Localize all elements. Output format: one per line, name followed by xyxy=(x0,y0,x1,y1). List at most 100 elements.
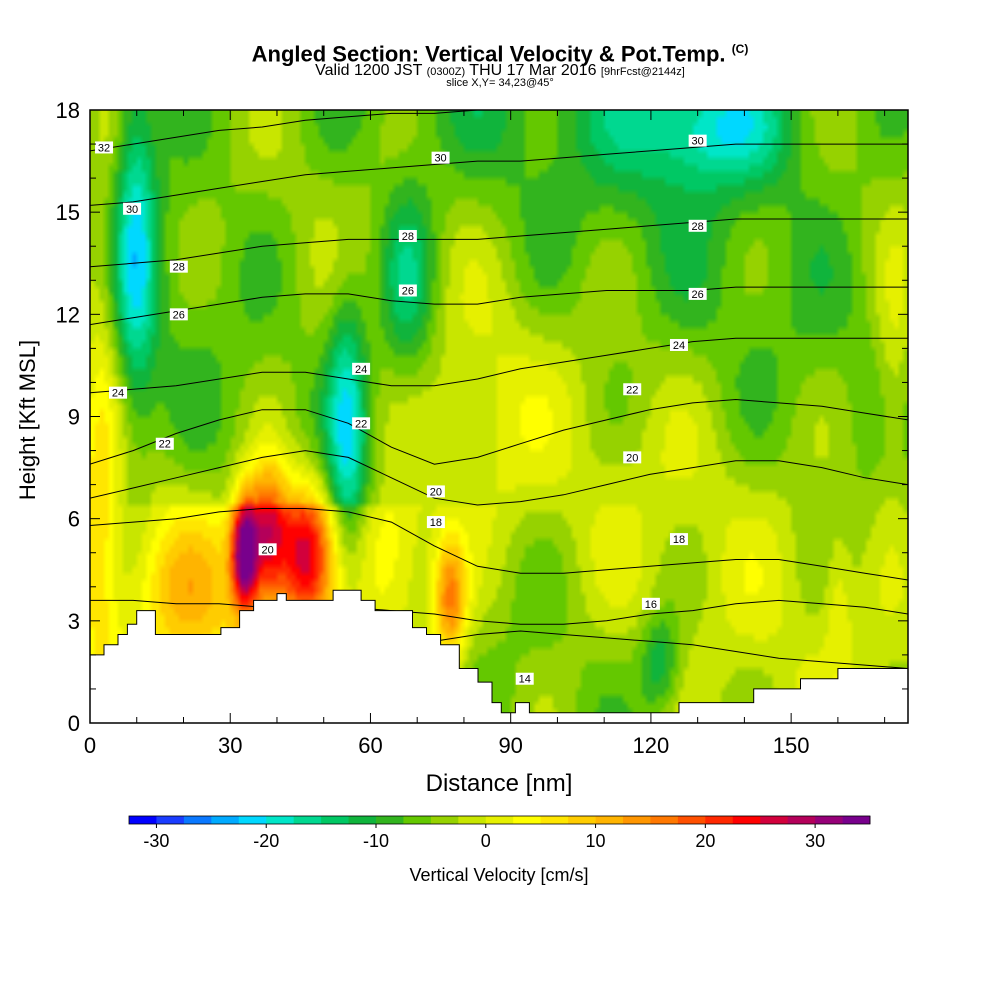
x-tick-label: 0 xyxy=(84,733,96,758)
contour-label-bg xyxy=(426,516,445,529)
colorbar-swatch xyxy=(513,816,542,824)
colorbar-swatch xyxy=(293,816,322,824)
colorbar-swatch xyxy=(348,816,377,824)
chart-subtitle: Valid 1200 JST (0300Z) THU 17 Mar 2016 [… xyxy=(315,62,685,79)
x-tick-label: 60 xyxy=(358,733,382,758)
contour-label-bg xyxy=(515,672,534,685)
colorbar-swatch xyxy=(403,816,432,824)
contour-label: 30 xyxy=(434,153,446,165)
isentrope-28 xyxy=(90,218,908,268)
y-tick-label: 15 xyxy=(56,200,80,225)
contour-label-bg xyxy=(688,287,707,300)
isentrope-22 xyxy=(90,398,908,465)
contour-label: 18 xyxy=(430,517,442,529)
utc-time: (0300Z) xyxy=(426,66,466,78)
contour-label-bg xyxy=(426,485,445,498)
colorbar-swatch xyxy=(156,816,185,824)
contour-label-bg xyxy=(669,338,688,351)
isentrope-26 xyxy=(90,286,908,326)
colorbar-swatch xyxy=(760,816,789,824)
contour-label: 22 xyxy=(626,384,638,396)
y-axis-label: Height [Kft MSL] xyxy=(15,340,40,500)
colorbar-swatch xyxy=(430,816,459,824)
contour-label-bg xyxy=(688,219,707,232)
colorbar-swatch xyxy=(732,816,761,824)
isentrope-24 xyxy=(90,337,908,394)
x-tick-label: 90 xyxy=(498,733,522,758)
vertical-velocity-field xyxy=(90,110,908,723)
colorbar-tick-label: 30 xyxy=(805,831,825,851)
title-unit: (C) xyxy=(731,42,749,56)
contour-label: 26 xyxy=(692,289,704,301)
colorbar-swatch xyxy=(129,816,157,824)
contour-label-bg xyxy=(155,437,174,450)
forecast-info: [9hrFcst@2144z] xyxy=(600,66,685,78)
colorbar-swatch xyxy=(238,816,267,824)
y-tick-label: 18 xyxy=(56,98,80,123)
colorbar-tick-label: -30 xyxy=(143,831,169,851)
contour-label: 30 xyxy=(692,136,704,148)
colorbar-tick-label: -20 xyxy=(253,831,279,851)
contour-label: 30 xyxy=(126,204,138,216)
terrain-mask xyxy=(89,589,909,724)
y-tick-label: 12 xyxy=(56,302,80,327)
contour-labels: 32 30 28 26 24 22 30 28 26 24 22 20 18 20 30 28 26 24 22 20… xyxy=(95,134,707,686)
contour-label: 24 xyxy=(673,340,685,352)
contour-label-bg xyxy=(169,308,188,321)
colorbar-swatch xyxy=(568,816,596,824)
colorbar-tick-label: -10 xyxy=(363,831,389,851)
isentrope-18 xyxy=(90,508,908,581)
contour-label-bg xyxy=(623,383,642,396)
contour-label: 22 xyxy=(355,418,367,430)
x-tick-label: 120 xyxy=(633,733,670,758)
contour-label: 24 xyxy=(355,364,367,376)
contour-label: 26 xyxy=(173,309,185,321)
contour-label: 22 xyxy=(159,439,171,451)
colorbar-swatch xyxy=(787,816,816,824)
contour-label-bg xyxy=(123,202,142,215)
contour-label: 32 xyxy=(98,142,110,154)
contour-label-bg xyxy=(398,284,417,297)
contour-label-bg xyxy=(352,417,371,430)
colorbar-tick-label: 10 xyxy=(586,831,606,851)
colorbar-swatch xyxy=(815,816,843,824)
isentrope-32 xyxy=(90,110,908,152)
colorbar-swatch xyxy=(458,816,487,824)
contour-label-bg xyxy=(641,597,660,610)
contour-label: 20 xyxy=(430,486,442,498)
colorbar-swatch xyxy=(595,816,624,824)
contour-label-bg xyxy=(109,386,128,399)
colorbar-swatch xyxy=(321,816,349,824)
colorbar-swatch xyxy=(540,816,569,824)
contour-label: 18 xyxy=(673,534,685,546)
contour-label: 24 xyxy=(112,388,124,400)
contour-label: 20 xyxy=(261,544,273,556)
colorbar-swatch xyxy=(677,816,706,824)
colorbar-swatch xyxy=(266,816,295,824)
isentrope-30 xyxy=(90,143,908,206)
colorbar-swatch xyxy=(211,816,240,824)
isentrope-16 xyxy=(90,599,908,625)
contour-label: 28 xyxy=(692,221,704,233)
y-tick-label: 3 xyxy=(68,609,80,634)
colorbar-swatch xyxy=(376,816,404,824)
colorbar-swatch xyxy=(623,816,651,824)
colorbar-tick-label: 0 xyxy=(481,831,491,851)
contour-label-bg xyxy=(352,362,371,375)
contour-label: 20 xyxy=(626,452,638,464)
contour-label-bg xyxy=(431,151,450,164)
colorbar-swatch xyxy=(183,816,212,824)
colorbar: -30 -20 -10 0 10 20 30 xyxy=(128,815,871,851)
x-axis: 0 30 60 90 120 150 xyxy=(84,110,886,758)
contour-label-bg xyxy=(258,543,277,556)
isentrope-20 xyxy=(90,450,908,506)
y-tick-label: 6 xyxy=(68,507,80,532)
contour-label-bg xyxy=(669,533,688,546)
contour-label-bg xyxy=(688,134,707,147)
x-tick-label: 150 xyxy=(773,733,810,758)
contour-label-bg xyxy=(95,141,114,154)
colorbar-swatch xyxy=(842,816,871,824)
contour-label: 28 xyxy=(402,231,414,243)
contour-label-bg xyxy=(169,260,188,273)
